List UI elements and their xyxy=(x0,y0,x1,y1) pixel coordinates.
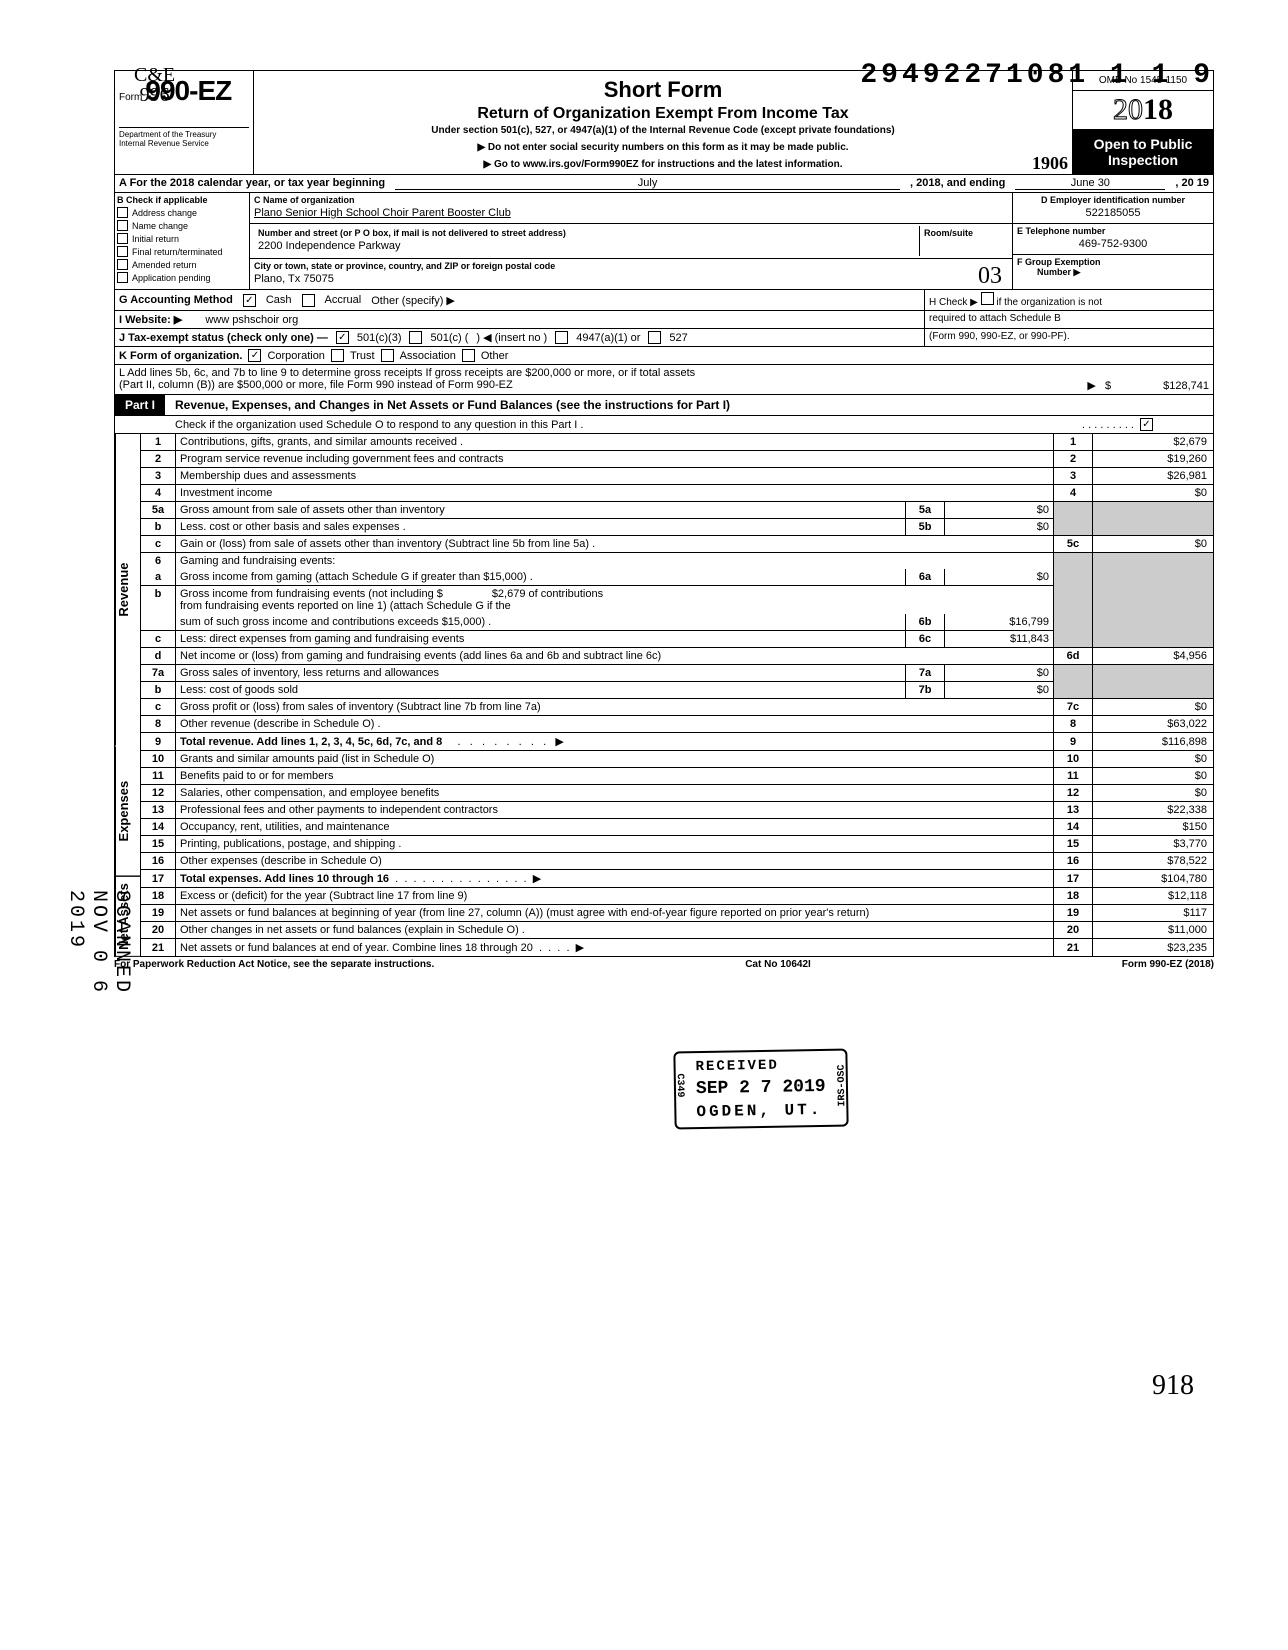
irs: Internal Revenue Service xyxy=(119,139,249,148)
line21-amt: $23,235 xyxy=(1093,939,1214,957)
row-i: I Website: ▶ www pshschoir org required … xyxy=(114,311,1214,329)
chk-accrual[interactable] xyxy=(302,294,315,307)
chk-amended[interactable] xyxy=(117,259,128,270)
form-990ez-page: 29492271081 1 1 9 C&E 996 SCANNED NOV 0 … xyxy=(114,70,1214,972)
org-name: Plano Senior High School Choir Parent Bo… xyxy=(254,205,1008,221)
line3-amt: $26,981 xyxy=(1093,468,1214,485)
line8-amt: $63,022 xyxy=(1093,716,1214,733)
hand-03: 03 xyxy=(978,263,1002,290)
arrow-1: ▶ Do not enter social security numbers o… xyxy=(258,142,1068,153)
org-street: 2200 Independence Parkway xyxy=(258,238,915,254)
chk-4947[interactable] xyxy=(555,331,568,344)
tax-year: 2018 xyxy=(1073,91,1213,130)
gross-receipts: $128,741 xyxy=(1163,380,1209,392)
line18-amt: $12,118 xyxy=(1093,888,1214,905)
line7b-amt: $0 xyxy=(945,682,1054,699)
dept-treasury: Department of the Treasury xyxy=(119,127,249,139)
line15-amt: $3,770 xyxy=(1093,836,1214,853)
row-g-h: G Accounting Method Cash Accrual Other (… xyxy=(114,290,1214,311)
year-begin: July xyxy=(395,177,900,190)
row-k: K Form of organization. Corporation Trus… xyxy=(114,347,1214,365)
line6a-amt: $0 xyxy=(945,569,1054,586)
line6c-amt: $11,843 xyxy=(945,631,1054,648)
line10-amt: $0 xyxy=(1093,751,1214,768)
line4-amt: $0 xyxy=(1093,485,1214,502)
ein: 522185055 xyxy=(1017,205,1209,221)
page-footer: For Paperwork Reduction Act Notice, see … xyxy=(114,957,1214,972)
row-j: J Tax-exempt status (check only one) — 5… xyxy=(114,329,1214,347)
col-d-ein-tel: D Employer identification number 5221850… xyxy=(1013,193,1213,289)
col-c-name-address: C Name of organization Plano Senior High… xyxy=(250,193,1013,289)
telephone: 469-752-9300 xyxy=(1017,236,1209,252)
row-l: L Add lines 5b, 6c, and 7b to line 9 to … xyxy=(114,365,1214,395)
line13-amt: $22,338 xyxy=(1093,802,1214,819)
side-expenses: Expenses xyxy=(115,746,140,876)
title-return: Return of Organization Exempt From Incom… xyxy=(258,105,1068,123)
arrow-2: ▶ Go to www.irs.gov/Form990EZ for instru… xyxy=(258,159,1068,170)
line16-amt: $78,522 xyxy=(1093,853,1214,870)
line17-amt: $104,780 xyxy=(1093,870,1214,888)
part1-header: Part I Revenue, Expenses, and Changes in… xyxy=(114,395,1214,416)
handwritten-top-left: C&E 996 xyxy=(134,65,175,105)
row-a-tax-year: A For the 2018 calendar year, or tax yea… xyxy=(114,175,1214,193)
header-mid: Short Form Return of Organization Exempt… xyxy=(254,71,1072,174)
received-stamp: C349 RECEIVED SEP 2 7 2019 OGDEN, UT. IR… xyxy=(673,1048,848,1129)
chk-sched-o[interactable] xyxy=(1140,418,1153,431)
line14-amt: $150 xyxy=(1093,819,1214,836)
chk-name-change[interactable] xyxy=(117,220,128,231)
org-city: Plano, Tx 75075 xyxy=(254,271,1008,287)
chk-501c[interactable] xyxy=(409,331,422,344)
line5c-amt: $0 xyxy=(1093,536,1214,553)
chk-501c3[interactable] xyxy=(336,331,349,344)
chk-other-org[interactable] xyxy=(462,349,475,362)
chk-trust[interactable] xyxy=(331,349,344,362)
title-short-form: Short Form xyxy=(258,77,1068,103)
chk-app-pending[interactable] xyxy=(117,272,128,283)
side-net-assets: Net Assets xyxy=(115,876,140,957)
line7c-amt: $0 xyxy=(1093,699,1214,716)
line9-amt: $116,898 xyxy=(1093,733,1214,751)
chk-assoc[interactable] xyxy=(381,349,394,362)
chk-527[interactable] xyxy=(648,331,661,344)
line19-amt: $117 xyxy=(1093,905,1214,922)
website: www pshschoir org xyxy=(205,314,298,326)
year-end: June 30 xyxy=(1015,177,1165,190)
line1-amt: $2,679 xyxy=(1093,434,1214,451)
line6d-amt: $4,956 xyxy=(1093,648,1214,665)
chk-cash[interactable] xyxy=(243,294,256,307)
form-header: Form 990-EZ Department of the Treasury I… xyxy=(114,70,1214,175)
line5a-amt: $0 xyxy=(945,502,1054,519)
chk-corp[interactable] xyxy=(248,349,261,362)
col-b-checkboxes: B Check if applicable Address change Nam… xyxy=(115,193,250,289)
line11-amt: $0 xyxy=(1093,768,1214,785)
line20-amt: $11,000 xyxy=(1093,922,1214,939)
line5b-amt: $0 xyxy=(945,519,1054,536)
chk-final-return[interactable] xyxy=(117,246,128,257)
line2-amt: $19,260 xyxy=(1093,451,1214,468)
line6b-amt: $16,799 xyxy=(945,614,1054,631)
financial-table: 1Contributions, gifts, grants, and simil… xyxy=(140,434,1214,957)
hand-1906: 1906 xyxy=(1032,153,1068,174)
chk-initial-return[interactable] xyxy=(117,233,128,244)
entity-block: B Check if applicable Address change Nam… xyxy=(114,193,1214,290)
chk-sched-b[interactable] xyxy=(981,292,994,305)
chk-address-change[interactable] xyxy=(117,207,128,218)
open-to-public: Open to Public Inspection xyxy=(1073,130,1213,174)
line7a-amt: $0 xyxy=(945,665,1054,682)
part1-body: Revenue Expenses Net Assets 1Contributio… xyxy=(114,434,1214,957)
handwritten-bottom: 918 xyxy=(1152,1370,1194,1402)
side-revenue: Revenue xyxy=(115,434,140,746)
sched-o-check-row: Check if the organization used Schedule … xyxy=(114,416,1214,434)
subtitle: Under section 501(c), 527, or 4947(a)(1)… xyxy=(258,125,1068,136)
line12-amt: $0 xyxy=(1093,785,1214,802)
